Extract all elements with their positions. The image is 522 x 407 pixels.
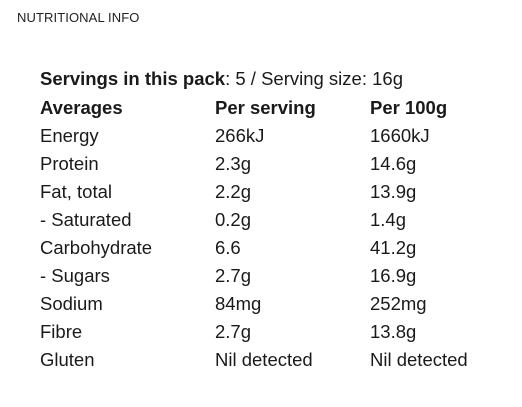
nutrient-name: - Saturated	[40, 209, 132, 230]
table-row: Energy 266kJ 1660kJ	[40, 122, 490, 150]
table-row: - Saturated 0.2g 1.4g	[40, 206, 490, 234]
nutrient-name: Carbohydrate	[40, 237, 153, 258]
per-100g-value: 1660kJ	[370, 125, 430, 146]
nutrient-name: Sodium	[40, 293, 103, 314]
per-serving-value: 84mg	[215, 293, 262, 314]
nutrient-name: - Sugars	[40, 265, 110, 286]
nutrition-panel: Servings in this pack: 5 / Serving size:…	[40, 66, 510, 374]
table-row: Fibre 2.7g 13.8g	[40, 318, 490, 346]
per-serving-value: 6.6	[215, 237, 241, 258]
table-row: Carbohydrate 6.6 41.2g	[40, 234, 490, 262]
servings-value: : 5 / Serving size: 16g	[225, 68, 403, 89]
per-serving-value: 2.7g	[215, 265, 252, 286]
table-row: Sodium 84mg 252mg	[40, 290, 490, 318]
per-serving-value: 266kJ	[215, 125, 265, 146]
nutrient-name: Energy	[40, 125, 99, 146]
header-per-serving: Per serving	[215, 97, 316, 118]
per-100g-value: 252mg	[370, 293, 427, 314]
per-100g-value: 16.9g	[370, 265, 417, 286]
per-100g-value: Nil detected	[370, 349, 468, 370]
per-serving-value: 0.2g	[215, 209, 252, 230]
nutrition-table: Averages Per serving Per 100g Energy 266…	[40, 94, 490, 374]
nutrient-name: Fibre	[40, 321, 83, 342]
table-row: Fat, total 2.2g 13.9g	[40, 178, 490, 206]
per-100g-value: 13.9g	[370, 181, 417, 202]
nutrient-name: Fat, total	[40, 181, 112, 202]
per-serving-value: Nil detected	[215, 349, 313, 370]
per-100g-value: 41.2g	[370, 237, 417, 258]
table-row: - Sugars 2.7g 16.9g	[40, 262, 490, 290]
table-header-row: Averages Per serving Per 100g	[40, 94, 490, 122]
header-per-100g: Per 100g	[370, 97, 448, 118]
per-serving-value: 2.2g	[215, 181, 252, 202]
nutrient-name: Gluten	[40, 349, 95, 370]
per-100g-value: 13.8g	[370, 321, 417, 342]
nutrient-name: Protein	[40, 153, 99, 174]
table-row: Gluten Nil detected Nil detected	[40, 346, 490, 374]
per-100g-value: 1.4g	[370, 209, 407, 230]
per-serving-value: 2.7g	[215, 321, 252, 342]
servings-label: Servings in this pack	[40, 68, 226, 89]
servings-line: Servings in this pack: 5 / Serving size:…	[40, 66, 510, 92]
per-100g-value: 14.6g	[370, 153, 417, 174]
per-serving-value: 2.3g	[215, 153, 252, 174]
section-title: NUTRITIONAL INFO	[17, 10, 140, 25]
table-row: Protein 2.3g 14.6g	[40, 150, 490, 178]
header-averages: Averages	[40, 97, 123, 118]
